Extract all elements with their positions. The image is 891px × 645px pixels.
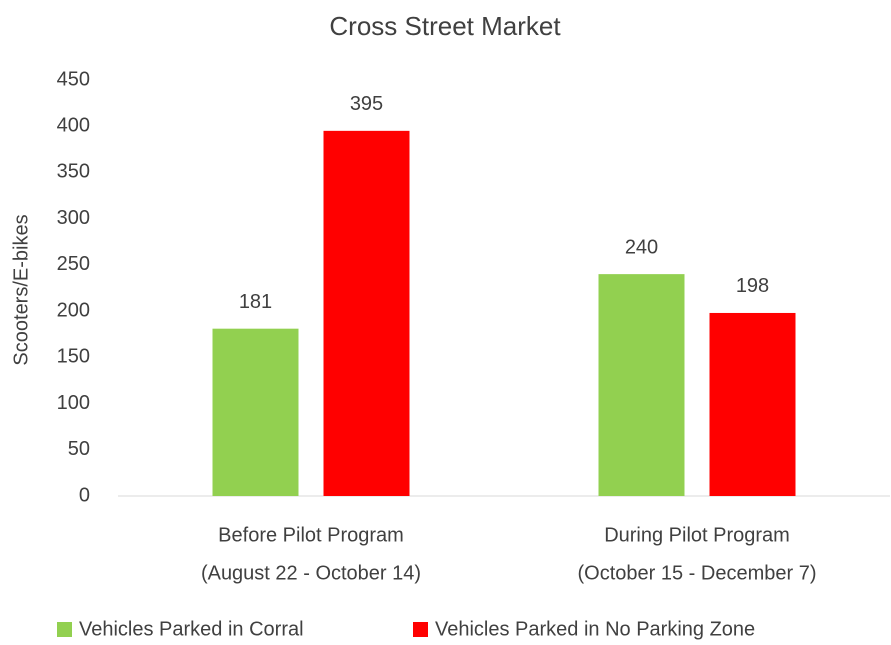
bar <box>323 130 410 496</box>
y-tick-label: 350 <box>57 161 90 183</box>
y-tick-label: 150 <box>57 346 90 368</box>
x-tick-label: Before Pilot Program <box>218 524 404 546</box>
y-tick-label: 450 <box>57 68 90 90</box>
legend-swatch <box>57 622 72 637</box>
y-tick-label: 50 <box>68 438 90 460</box>
bar <box>709 312 796 496</box>
x-tick-label: During Pilot Program <box>604 524 790 546</box>
chart-title: Cross Street Market <box>329 11 561 41</box>
y-tick-label: 200 <box>57 299 90 321</box>
y-tick-label: 100 <box>57 392 90 414</box>
y-tick-label: 0 <box>79 484 90 506</box>
bar <box>598 274 685 496</box>
legend-label: Vehicles Parked in No Parking Zone <box>435 618 755 640</box>
y-tick-label: 250 <box>57 253 90 275</box>
bar <box>212 328 299 496</box>
x-tick-label: (October 15 - December 7) <box>578 562 817 584</box>
data-label: 198 <box>736 275 769 297</box>
legend-label: Vehicles Parked in Corral <box>79 618 304 640</box>
x-tick-label: (August 22 - October 14) <box>201 562 421 584</box>
data-label: 240 <box>625 236 658 258</box>
data-label: 181 <box>239 291 272 313</box>
data-label: 395 <box>350 93 383 115</box>
y-tick-label: 400 <box>57 115 90 137</box>
y-tick-label: 300 <box>57 207 90 229</box>
y-axis-label: Scooters/E-bikes <box>10 214 32 365</box>
legend-swatch <box>413 622 428 637</box>
